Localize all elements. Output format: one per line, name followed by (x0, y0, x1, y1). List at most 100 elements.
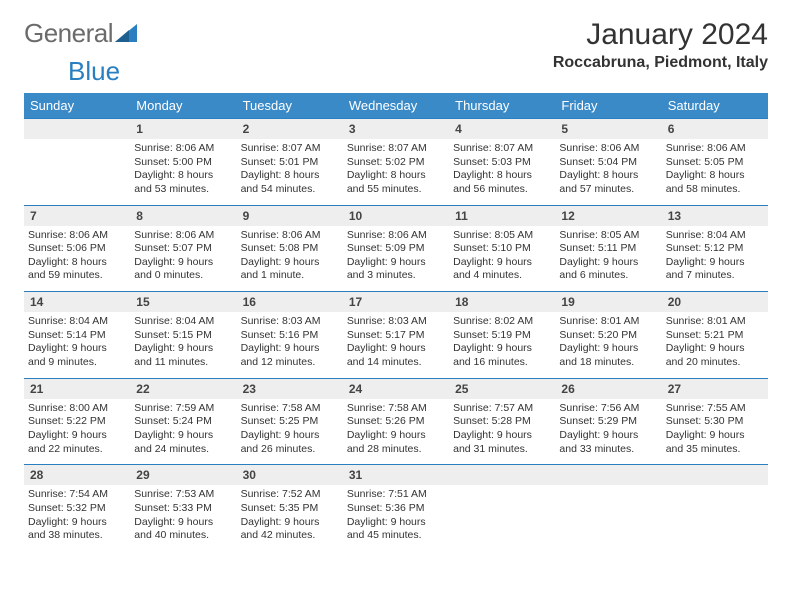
calendar-day-cell: 12Sunrise: 8:05 AMSunset: 5:11 PMDayligh… (555, 205, 661, 292)
weekday-row: SundayMondayTuesdayWednesdayThursdayFrid… (24, 93, 768, 119)
day-details: Sunrise: 8:06 AM Sunset: 5:04 PMDaylight:… (555, 139, 661, 205)
sunrise-line: Sunrise: 7:59 AM (134, 402, 214, 414)
daylight-line: Daylight: 8 hours and 54 minutes. (241, 169, 320, 195)
daylight-line: Daylight: 8 hours and 58 minutes. (666, 169, 745, 195)
calendar-week-row: 7Sunrise: 8:06 AMSunset: 5:06 PMDaylight… (24, 205, 768, 292)
sunset-line: Sunset: 5:36 PM (347, 502, 425, 514)
sunset-line: Sunset: 5:00 PM (134, 156, 212, 168)
day-number: 26 (555, 379, 661, 399)
day-number: 21 (24, 379, 130, 399)
calendar-day-cell: 15Sunrise: 8:04 AMSunset: 5:15 PMDayligh… (130, 292, 236, 379)
day-details: Sunrise: 8:04 AMSunset: 5:14 PMDaylight:… (24, 312, 130, 378)
daylight-line: Daylight: 9 hours and 28 minutes. (347, 429, 426, 455)
sunrise-line: Sunrise: 8:04 AM (666, 229, 746, 241)
daylight-line: Daylight: 9 hours and 33 minutes. (559, 429, 638, 455)
calendar-day-cell: 1Sunrise: 8:06 AMSunset: 5:00 PMDaylight… (130, 119, 236, 206)
day-number: 12 (555, 206, 661, 226)
daylight-line: Daylight: 8 hours and 57 minutes. (559, 169, 638, 195)
daylight-line: Daylight: 9 hours and 6 minutes. (559, 256, 638, 282)
sunset-line: Sunset: 5:04 PM (559, 156, 637, 168)
day-number: 15 (130, 292, 236, 312)
sunrise-line: Sunrise: 8:04 AM (134, 315, 214, 327)
calendar-week-row: 21Sunrise: 8:00 AMSunset: 5:22 PMDayligh… (24, 378, 768, 465)
sunrise-line: Sunrise: 7:58 AM (241, 402, 321, 414)
day-number: 24 (343, 379, 449, 399)
daylight-line: Daylight: 9 hours and 11 minutes. (134, 342, 213, 368)
sunrise-line: Sunrise: 8:04 AM (28, 315, 108, 327)
calendar-week-row: 1Sunrise: 8:06 AMSunset: 5:00 PMDaylight… (24, 119, 768, 206)
calendar-day-cell (555, 465, 661, 551)
day-details: Sunrise: 8:03 AMSunset: 5:17 PMDaylight:… (343, 312, 449, 378)
sunset-line: Sunset: 5:30 PM (666, 415, 744, 427)
day-number (449, 465, 555, 485)
weekday-header: Sunday (24, 93, 130, 119)
sunrise-line: Sunrise: 8:07 AM (241, 142, 321, 154)
sunset-line: Sunset: 5:32 PM (28, 502, 106, 514)
daylight-line: Daylight: 9 hours and 20 minutes. (666, 342, 745, 368)
calendar-day-cell: 27Sunrise: 7:55 AMSunset: 5:30 PMDayligh… (662, 378, 768, 465)
sunrise-line: Sunrise: 8:00 AM (28, 402, 108, 414)
day-details: Sunrise: 7:59 AMSunset: 5:24 PMDaylight:… (130, 399, 236, 465)
calendar-day-cell: 5Sunrise: 8:06 AMSunset: 5:04 PMDaylight… (555, 119, 661, 206)
day-number: 10 (343, 206, 449, 226)
sunset-line: Sunset: 5:05 PM (666, 156, 744, 168)
calendar-day-cell: 6Sunrise: 8:06 AMSunset: 5:05 PMDaylight… (662, 119, 768, 206)
sunset-line: Sunset: 5:06 PM (28, 242, 106, 254)
weekday-header: Friday (555, 93, 661, 119)
day-details: Sunrise: 8:07 AMSunset: 5:02 PMDaylight:… (343, 139, 449, 205)
calendar-day-cell: 30Sunrise: 7:52 AMSunset: 5:35 PMDayligh… (237, 465, 343, 551)
weekday-header: Saturday (662, 93, 768, 119)
sunset-line: Sunset: 5:08 PM (241, 242, 319, 254)
day-number (555, 465, 661, 485)
calendar-body: 1Sunrise: 8:06 AMSunset: 5:00 PMDaylight… (24, 119, 768, 551)
weekday-header: Thursday (449, 93, 555, 119)
sunrise-line: Sunrise: 8:07 AM (453, 142, 533, 154)
daylight-line: Daylight: 8 hours and 56 minutes. (453, 169, 532, 195)
sunrise-line: Sunrise: 7:53 AM (134, 488, 214, 500)
day-details: Sunrise: 8:03 AMSunset: 5:16 PMDaylight:… (237, 312, 343, 378)
day-details: Sunrise: 7:55 AMSunset: 5:30 PMDaylight:… (662, 399, 768, 465)
sunset-line: Sunset: 5:25 PM (241, 415, 319, 427)
daylight-line: Daylight: 8 hours and 55 minutes. (347, 169, 426, 195)
day-details: Sunrise: 8:04 AMSunset: 5:12 PMDaylight:… (662, 226, 768, 292)
day-number: 29 (130, 465, 236, 485)
day-number: 19 (555, 292, 661, 312)
daylight-line: Daylight: 9 hours and 24 minutes. (134, 429, 213, 455)
sunrise-line: Sunrise: 8:06 AM (559, 142, 639, 154)
sunrise-line: Sunrise: 8:06 AM (134, 229, 214, 241)
daylight-line: Daylight: 8 hours and 53 minutes. (134, 169, 213, 195)
day-details (449, 485, 555, 548)
calendar-day-cell: 24Sunrise: 7:58 AMSunset: 5:26 PMDayligh… (343, 378, 449, 465)
sunset-line: Sunset: 5:14 PM (28, 329, 106, 341)
day-number (24, 119, 130, 139)
calendar-day-cell: 28Sunrise: 7:54 AMSunset: 5:32 PMDayligh… (24, 465, 130, 551)
sunset-line: Sunset: 5:21 PM (666, 329, 744, 341)
day-number: 8 (130, 206, 236, 226)
sunrise-line: Sunrise: 7:54 AM (28, 488, 108, 500)
location-label: Roccabruna, Piedmont, Italy (553, 54, 768, 72)
daylight-line: Daylight: 9 hours and 12 minutes. (241, 342, 320, 368)
sunrise-line: Sunrise: 8:01 AM (666, 315, 746, 327)
calendar-day-cell: 4Sunrise: 8:07 AMSunset: 5:03 PMDaylight… (449, 119, 555, 206)
daylight-line: Daylight: 9 hours and 0 minutes. (134, 256, 213, 282)
sunset-line: Sunset: 5:29 PM (559, 415, 637, 427)
daylight-line: Daylight: 9 hours and 1 minute. (241, 256, 320, 282)
sunset-line: Sunset: 5:19 PM (453, 329, 531, 341)
calendar-day-cell: 17Sunrise: 8:03 AMSunset: 5:17 PMDayligh… (343, 292, 449, 379)
calendar-head: SundayMondayTuesdayWednesdayThursdayFrid… (24, 93, 768, 119)
day-details (555, 485, 661, 548)
sunset-line: Sunset: 5:28 PM (453, 415, 531, 427)
daylight-line: Daylight: 8 hours and 59 minutes. (28, 256, 107, 282)
calendar-day-cell: 9Sunrise: 8:06 AMSunset: 5:08 PMDaylight… (237, 205, 343, 292)
daylight-line: Daylight: 9 hours and 26 minutes. (241, 429, 320, 455)
day-number: 16 (237, 292, 343, 312)
daylight-line: Daylight: 9 hours and 38 minutes. (28, 516, 107, 542)
sunrise-line: Sunrise: 8:05 AM (559, 229, 639, 241)
day-number: 18 (449, 292, 555, 312)
logo: General (24, 18, 138, 49)
calendar-day-cell (24, 119, 130, 206)
day-number: 13 (662, 206, 768, 226)
sunset-line: Sunset: 5:03 PM (453, 156, 531, 168)
sunrise-line: Sunrise: 7:55 AM (666, 402, 746, 414)
calendar-day-cell: 2Sunrise: 8:07 AMSunset: 5:01 PMDaylight… (237, 119, 343, 206)
